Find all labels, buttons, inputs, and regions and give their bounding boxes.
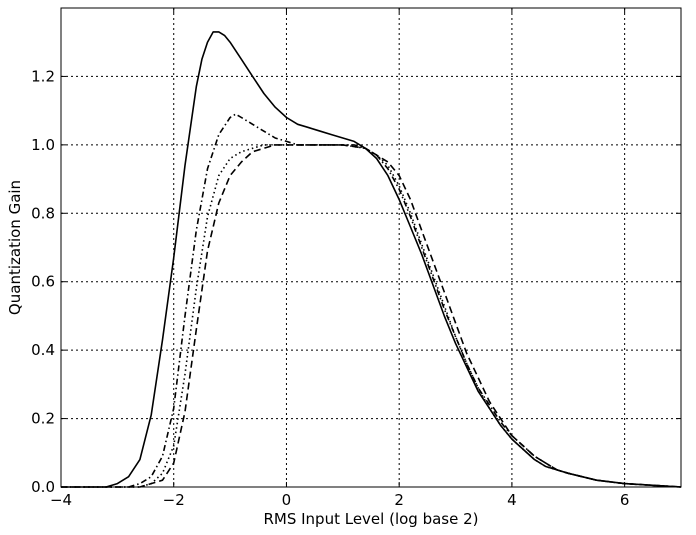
x-tick-label: 0 [282, 491, 292, 509]
series-line-dotted [61, 144, 682, 488]
series-line-solid [61, 31, 682, 488]
series-line-dash-dot [61, 113, 682, 488]
series-group [61, 31, 682, 488]
y-axis-label: Quantization Gain [6, 180, 24, 315]
y-tick-label: 0.8 [31, 204, 55, 222]
y-tick-labels: 0.0 0.2 0.4 0.6 0.8 1.0 1.2 [31, 67, 55, 496]
plot-frame [60, 7, 682, 488]
y-tick-label: 0.0 [31, 478, 55, 496]
x-axis-label: RMS Input Level (log base 2) [263, 510, 478, 528]
x-tick-label: 4 [507, 491, 517, 509]
series-line-dashed [61, 144, 682, 488]
y-tick-label: 1.2 [31, 67, 55, 85]
y-tick-label: 0.2 [31, 410, 55, 428]
x-tick-labels: −4 −2 0 2 4 6 [50, 491, 629, 509]
x-tick-label: −2 [163, 491, 185, 509]
y-tick-label: 0.6 [31, 273, 55, 291]
tick-marks [60, 8, 681, 488]
grid-lines [61, 8, 681, 487]
x-tick-label: −4 [50, 491, 72, 509]
x-tick-label: 6 [620, 491, 630, 509]
y-tick-label: 0.4 [31, 341, 55, 359]
x-tick-label: 2 [394, 491, 404, 509]
y-tick-label: 1.0 [31, 136, 55, 154]
